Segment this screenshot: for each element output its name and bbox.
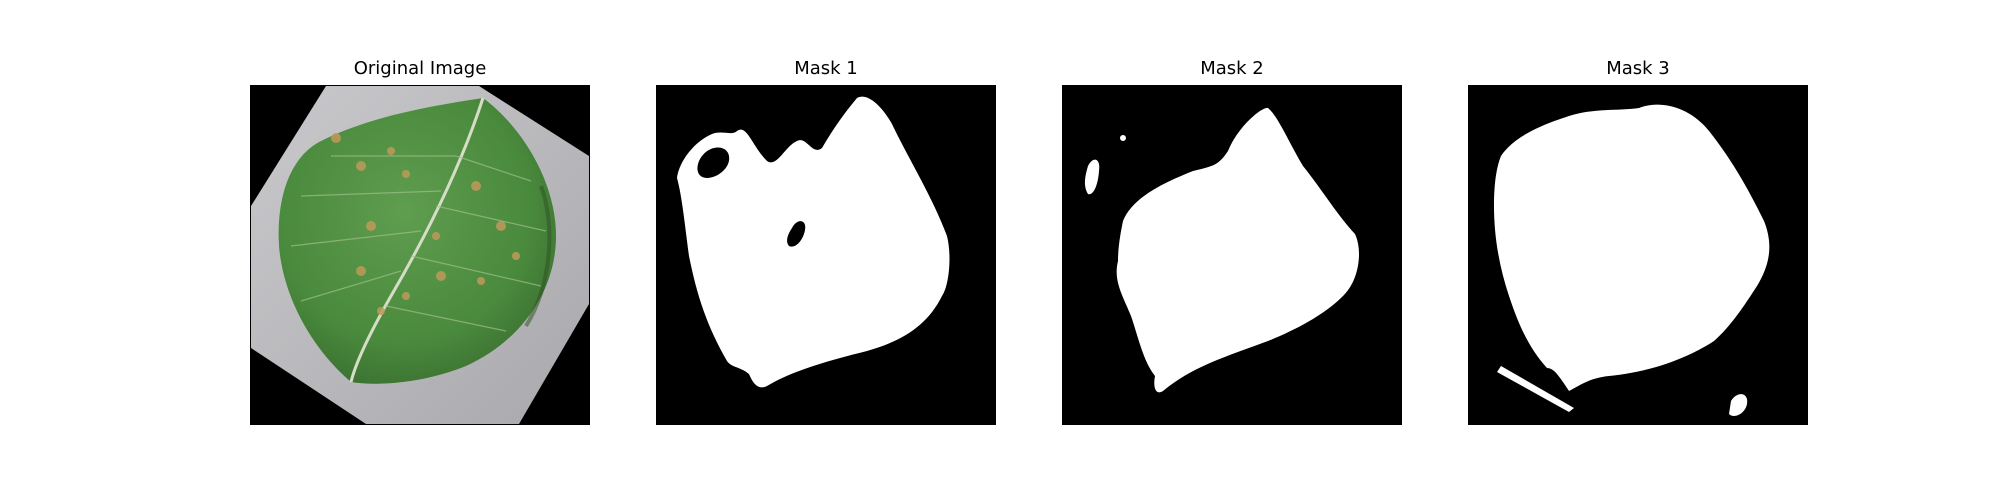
leaf-veins xyxy=(290,155,547,332)
original-image-frame xyxy=(250,85,590,425)
mask-3-frame xyxy=(1468,85,1808,425)
mask-2-image xyxy=(1063,86,1401,424)
panel-title: Mask 2 xyxy=(1200,58,1264,79)
mask-2-region xyxy=(1116,107,1359,393)
mask-1-region xyxy=(677,96,950,388)
mask-3-region xyxy=(1494,104,1770,392)
leaf xyxy=(278,98,556,384)
panel-title: Original Image xyxy=(353,58,487,79)
leaf-photo xyxy=(251,86,589,424)
leaf-spots xyxy=(331,133,520,315)
panel-original-image: Original Image xyxy=(250,55,590,425)
panel-title: Mask 3 xyxy=(1606,58,1670,79)
panel-mask-3: Mask 3 xyxy=(1468,55,1808,425)
panel-mask-1: Mask 1 xyxy=(656,55,996,425)
mask-3-image xyxy=(1469,86,1807,424)
panel-mask-2: Mask 2 xyxy=(1062,55,1402,425)
mask-1-image xyxy=(657,86,995,424)
leaf-midrib xyxy=(349,97,485,383)
mask-1-frame xyxy=(656,85,996,425)
panel-title: Mask 1 xyxy=(794,58,858,79)
mask-2-frame xyxy=(1062,85,1402,425)
